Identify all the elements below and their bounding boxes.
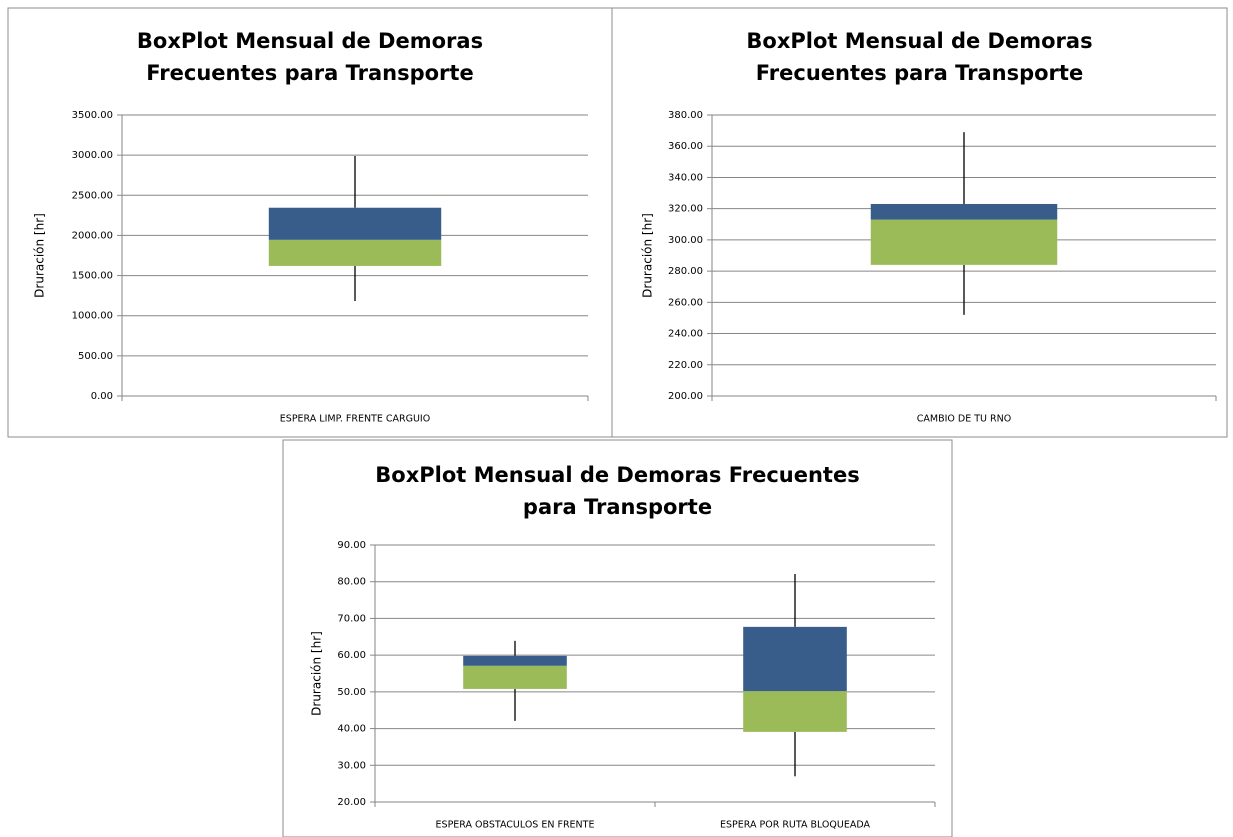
chart-title: Frecuentes para Transporte [146, 61, 473, 85]
y-tick-label: 80.00 [337, 577, 366, 588]
chart: BoxPlot Mensual de Demoras Frecuentes par… [282, 439, 953, 837]
y-tick-label: 3500.00 [72, 110, 113, 121]
box-lower [268, 239, 442, 266]
y-tick-label: 1500.00 [72, 271, 113, 282]
chart: BoxPlot Mensual de Demoras Frecuentes par… [611, 7, 1228, 438]
box-lower [463, 665, 567, 689]
y-axis-label: Druración [hr] [310, 631, 324, 716]
y-tick-label: 70.00 [337, 613, 366, 624]
y-tick-label: 200.00 [668, 391, 703, 402]
box-upper [268, 207, 442, 240]
y-tick-label: 1000.00 [72, 311, 113, 322]
y-tick-label: 380.00 [668, 110, 703, 121]
y-tick-label: 30.00 [337, 760, 366, 771]
y-tick-label: 90.00 [337, 540, 366, 551]
y-tick-label: 220.00 [668, 360, 703, 371]
x-tick-label: ESPERA POR RUTA BLOQUEADA [720, 820, 870, 831]
box-lower [743, 691, 847, 732]
x-tick-label: CAMBIO DE TU RNO [917, 414, 1011, 425]
y-tick-label: 2500.00 [72, 190, 113, 201]
y-tick-label: 20.00 [337, 797, 366, 808]
chart-title: BoxPlot Mensual de Demoras [137, 29, 483, 53]
x-tick-label: ESPERA LIMP. FRENTE CARGUIO [280, 414, 430, 425]
chart-title: para Transporte [523, 495, 712, 519]
chart-title: Frecuentes para Transporte [756, 61, 1083, 85]
box-upper [743, 626, 847, 692]
y-tick-label: 280.00 [668, 266, 703, 277]
y-tick-label: 2000.00 [72, 230, 113, 241]
x-tick-label: ESPERA OBSTACULOS EN FRENTE [436, 820, 595, 831]
y-tick-label: 300.00 [668, 235, 703, 246]
chart-title: BoxPlot Mensual de Demoras Frecuentes [375, 463, 859, 487]
y-tick-label: 40.00 [337, 724, 366, 735]
y-tick-label: 360.00 [668, 141, 703, 152]
box-lower [870, 219, 1058, 265]
y-tick-label: 260.00 [668, 297, 703, 308]
y-tick-label: 340.00 [668, 172, 703, 183]
chart-title: BoxPlot Mensual de Demoras [746, 29, 1092, 53]
y-tick-label: 320.00 [668, 204, 703, 215]
box-upper [870, 203, 1058, 220]
y-axis-label: Druración [hr] [641, 213, 655, 298]
y-axis-label: Druración [hr] [33, 213, 47, 298]
y-tick-label: 240.00 [668, 329, 703, 340]
chart: BoxPlot Mensual de Demoras Frecuentes par… [7, 7, 613, 438]
y-tick-label: 3000.00 [72, 150, 113, 161]
y-tick-label: 500.00 [78, 351, 113, 362]
y-tick-label: 0.00 [91, 391, 113, 402]
y-tick-label: 60.00 [337, 650, 366, 661]
box-upper [463, 655, 567, 666]
y-tick-label: 50.00 [337, 687, 366, 698]
